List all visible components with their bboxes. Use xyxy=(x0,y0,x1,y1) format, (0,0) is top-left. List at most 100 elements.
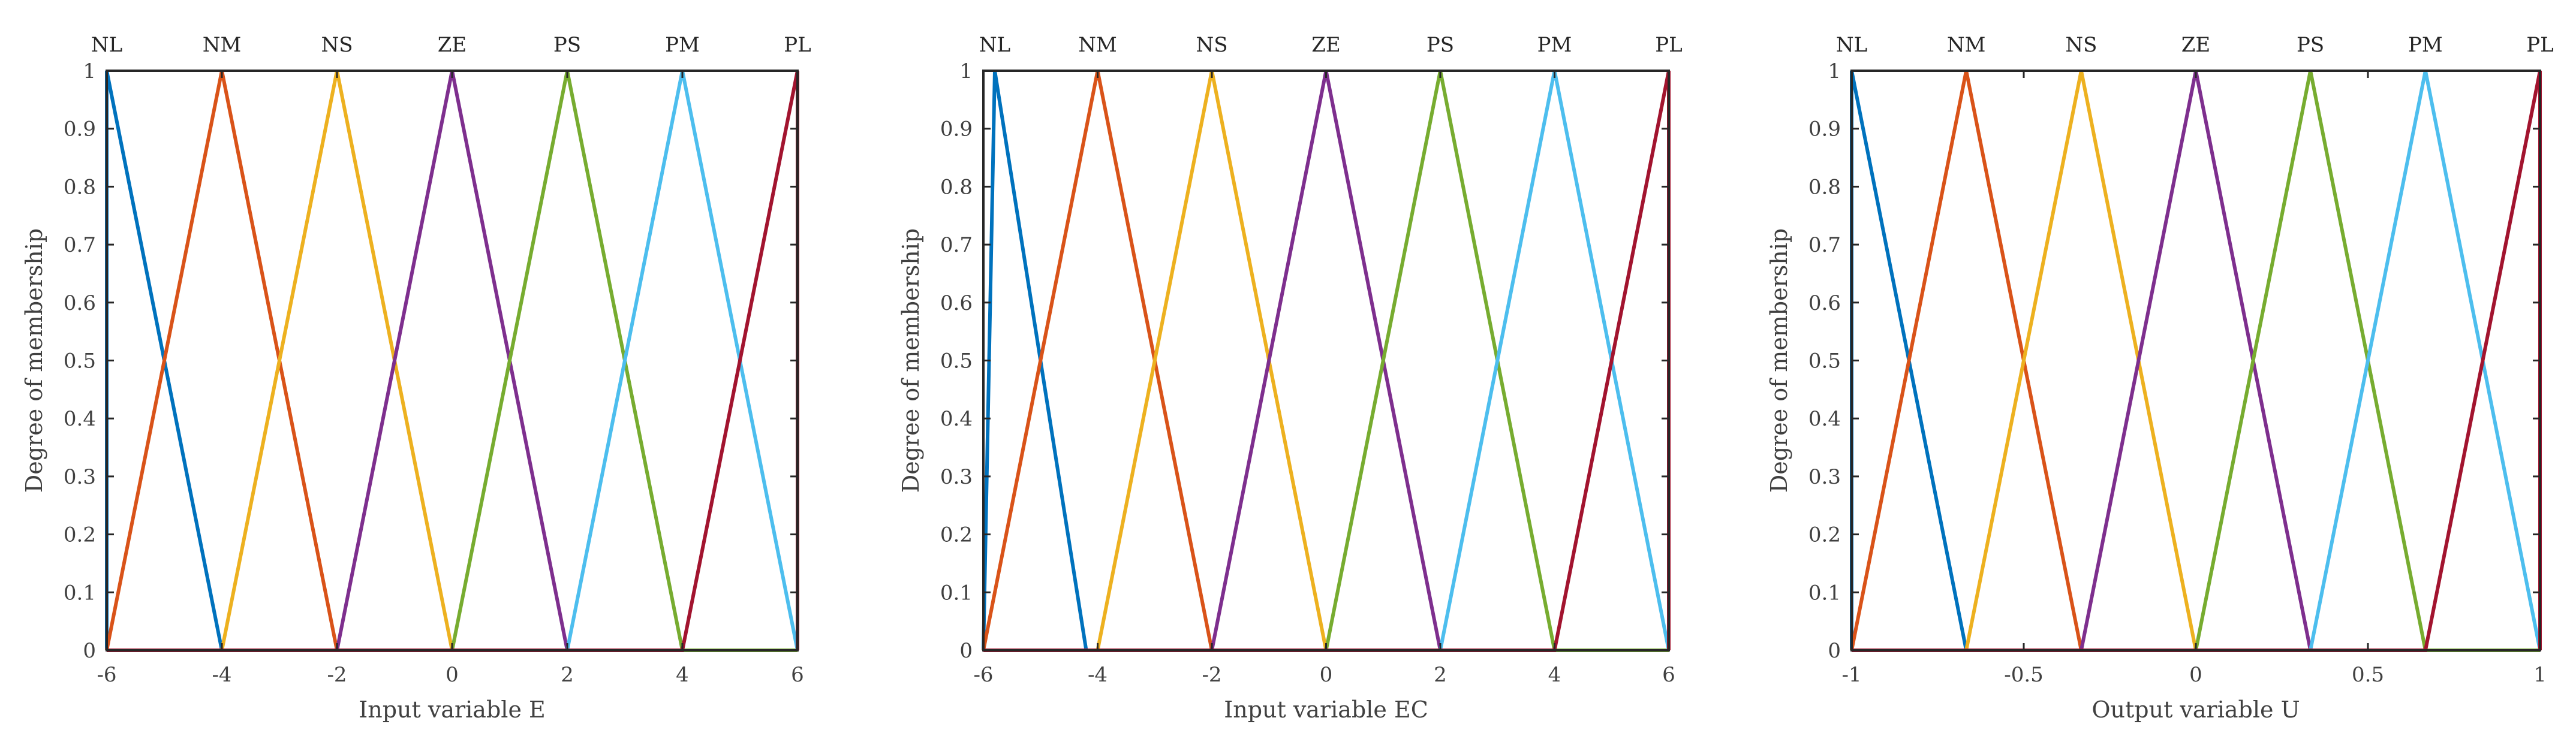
membership-label-pl: PL xyxy=(1655,33,1682,57)
series-line-pm xyxy=(1852,70,2542,652)
x-tick-label: -6 xyxy=(97,663,116,687)
x-tick-label: 0.5 xyxy=(2352,663,2384,687)
series-line-nm xyxy=(105,70,798,652)
membership-label-ns: NS xyxy=(2065,33,2097,57)
y-tick-label: 0.7 xyxy=(940,233,973,257)
y-tick-label: 0.3 xyxy=(940,465,973,489)
series-line-nm xyxy=(1850,70,2540,652)
series-group xyxy=(105,70,799,652)
membership-label-nl: NL xyxy=(1836,33,1867,57)
y-tick-label: 0.8 xyxy=(64,175,96,199)
plot-frame xyxy=(982,70,1670,652)
series-line-ps xyxy=(107,70,798,652)
y-tick-label: 0 xyxy=(1828,639,1841,663)
y-tick-label: 0 xyxy=(83,639,96,663)
series-line-ze xyxy=(1852,70,2540,652)
plot-frame xyxy=(1850,70,2541,652)
y-tick-label: 0.8 xyxy=(1808,175,1841,199)
y-tick-label: 0.6 xyxy=(940,291,973,315)
membership-label-ps: PS xyxy=(1427,33,1454,57)
y-tick-label: 0.9 xyxy=(940,117,973,141)
membership-label-pm: PM xyxy=(1537,33,1572,57)
chart-panel-1: -6 -4 -2 0 2 4 600.10.20.30.40.50.60.70.80.91N… xyxy=(21,33,811,723)
membership-label-ze: ZE xyxy=(2181,33,2210,57)
y-axis-label: Degree of membership xyxy=(898,228,924,493)
series-line-nl xyxy=(1850,70,2540,652)
series-line-nm xyxy=(982,70,1669,652)
x-axis-label: Output variable U xyxy=(2092,696,2300,723)
y-tick-label: 0.1 xyxy=(64,581,96,605)
chart-panel-3: -1 -0.5 0 0.5 1 0 0.1 0.2 0.3 0.4 0.5 0.6 0.7 0.8 0.9 1… xyxy=(1766,33,2554,723)
y-tick-label: 1 xyxy=(1828,59,1841,83)
y-tick-label: 0.2 xyxy=(1808,523,1841,547)
y-tick-label: 0.5 xyxy=(940,349,973,373)
y-tick-label: 0.4 xyxy=(940,407,973,431)
series-line-pl xyxy=(107,70,799,652)
series-line-ns xyxy=(1852,70,2540,652)
series-line-ns xyxy=(983,70,1669,652)
x-tick-label: 1 xyxy=(2533,663,2547,687)
membership-label-pm: PM xyxy=(2408,33,2443,57)
y-tick-label: 0.4 xyxy=(64,407,96,431)
x-axis-label: Input variable E xyxy=(359,696,546,723)
y-tick-label: 1 xyxy=(83,59,96,83)
membership-label-pm: PM xyxy=(665,33,700,57)
membership-label-pl: PL xyxy=(784,33,811,57)
x-tick-label: 6 xyxy=(791,663,804,687)
series-line-pm xyxy=(983,70,1671,652)
x-tick-label: -0.5 xyxy=(2004,663,2044,687)
x-tick-label: 6 xyxy=(1662,663,1675,687)
y-tick-label: 0.6 xyxy=(1808,291,1841,315)
membership-label-nl: NL xyxy=(91,33,122,57)
y-tick-label: 0.5 xyxy=(64,349,96,373)
x-tick-label: -1 xyxy=(1841,663,1861,687)
series-line-ns xyxy=(107,70,798,652)
x-tick-label: 4 xyxy=(676,663,689,687)
membership-label-ns: NS xyxy=(321,33,353,57)
x-tick-label: -4 xyxy=(212,663,231,687)
x-tick-label: -2 xyxy=(1202,663,1221,687)
x-tick-label: 2 xyxy=(561,663,574,687)
x-tick-label: 0 xyxy=(2189,663,2202,687)
series-line-ze xyxy=(107,70,798,652)
chart-panel-2: -6 -4 -2 0 2 4 600.10.20.30.40.50.60.70.80.91N… xyxy=(898,33,1683,723)
x-tick-label: 0 xyxy=(446,663,459,687)
series-line-ps xyxy=(983,70,1669,652)
y-tick-label: 1 xyxy=(959,59,973,83)
y-axis-label: Degree of membership xyxy=(21,228,47,493)
y-tick-label: 0.1 xyxy=(940,581,973,605)
x-tick-label: 2 xyxy=(1434,663,1447,687)
y-tick-label: 0 xyxy=(959,639,973,663)
series-line-nl xyxy=(982,70,1669,652)
membership-label-ps: PS xyxy=(553,33,581,57)
series-line-ps xyxy=(1852,70,2540,652)
series-line-nl xyxy=(105,70,798,652)
y-tick-label: 0.8 xyxy=(940,175,973,199)
series-group xyxy=(1850,70,2542,652)
x-tick-label: -4 xyxy=(1088,663,1108,687)
y-tick-label: 0.2 xyxy=(940,523,973,547)
y-tick-label: 0.3 xyxy=(1808,465,1841,489)
x-tick-label: -2 xyxy=(327,663,347,687)
membership-label-pl: PL xyxy=(2526,33,2553,57)
series-line-pm xyxy=(107,70,799,652)
series-group xyxy=(982,70,1671,652)
y-tick-label: 0.6 xyxy=(64,291,96,315)
series-line-pl xyxy=(1852,70,2542,652)
y-tick-label: 0.4 xyxy=(1808,407,1841,431)
x-tick-label: 4 xyxy=(1548,663,1561,687)
membership-label-ns: NS xyxy=(1196,33,1227,57)
membership-label-ze: ZE xyxy=(1311,33,1340,57)
y-axis-label: Degree of membership xyxy=(1766,228,1792,493)
y-tick-label: 0.3 xyxy=(64,465,96,489)
x-tick-label: -6 xyxy=(973,663,993,687)
membership-label-nm: NM xyxy=(1947,33,1986,57)
series-line-pl xyxy=(983,70,1671,652)
y-tick-label: 0.2 xyxy=(64,523,96,547)
x-axis-label: Input variable EC xyxy=(1224,696,1428,723)
series-line-ze xyxy=(983,70,1669,652)
y-tick-label: 0.9 xyxy=(64,117,96,141)
plot-frame xyxy=(106,70,799,652)
membership-label-ps: PS xyxy=(2297,33,2324,57)
